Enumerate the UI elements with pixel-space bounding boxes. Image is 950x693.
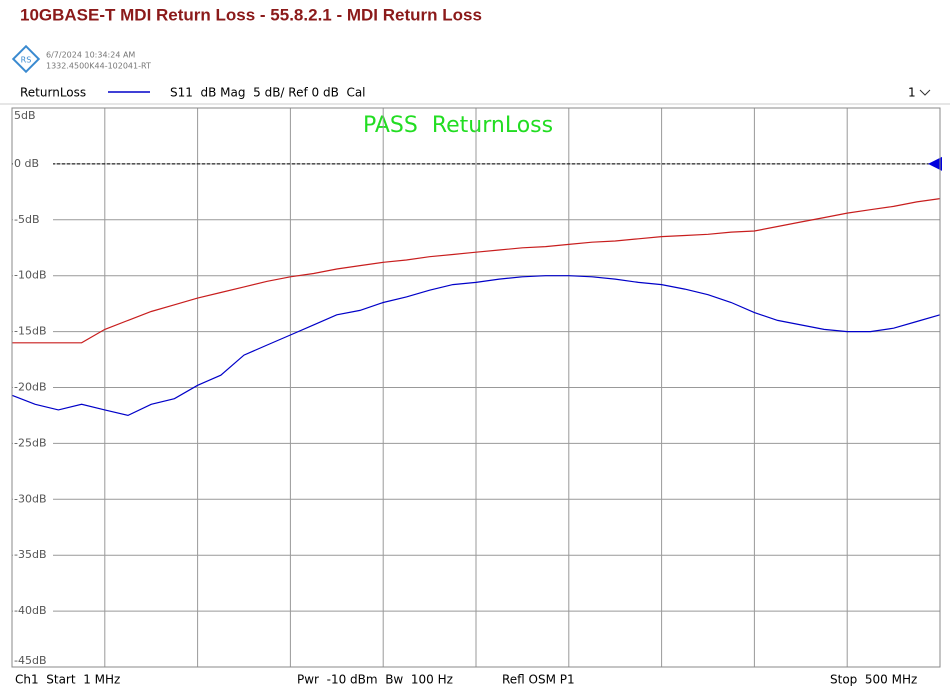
timestamp: 6/7/2024 10:34:24 AM bbox=[46, 51, 135, 60]
y-tick-bg bbox=[13, 381, 53, 394]
footer-power: Pwr -10 dBm Bw 100 Hz bbox=[297, 673, 453, 687]
y-tick-bg bbox=[13, 605, 53, 618]
y-tick-label: -10dB bbox=[14, 269, 47, 282]
instrument-id: 1332.4500K44-102041-RT bbox=[46, 62, 151, 71]
y-tick-label: -20dB bbox=[14, 381, 47, 394]
y-tick-label: -35dB bbox=[14, 548, 47, 561]
pass-annotation: PASS ReturnLoss bbox=[363, 113, 553, 138]
y-tick-bg bbox=[13, 269, 53, 282]
y-tick-bg bbox=[13, 325, 53, 338]
footer-start: Ch1 Start 1 MHz bbox=[15, 673, 120, 687]
window-number: 1 bbox=[908, 86, 916, 100]
chevron[interactable] bbox=[919, 89, 931, 96]
y-tick-label: -5dB bbox=[14, 213, 40, 226]
y-tick-label: 5dB bbox=[14, 109, 36, 122]
y-tick-label: -45dB bbox=[14, 654, 47, 667]
reference-marker bbox=[928, 156, 942, 171]
y-tick-label: -25dB bbox=[14, 436, 47, 449]
y-tick-label: -40dB bbox=[14, 604, 47, 617]
svg-text:RS: RS bbox=[21, 56, 32, 65]
y-tick-label: -15dB bbox=[14, 325, 47, 338]
footer-stop: Stop 500 MHz bbox=[830, 673, 917, 687]
y-tick-label: 0 dB bbox=[14, 157, 39, 170]
logo: RS bbox=[11, 44, 41, 74]
footer-cal: Refl OSM P1 bbox=[502, 673, 575, 687]
y-tick-bg bbox=[13, 157, 53, 170]
trace-info: S11 dB Mag 5 dB/ Ref 0 dB Cal bbox=[170, 86, 366, 100]
plot-border bbox=[11, 107, 941, 668]
legend-label: ReturnLoss bbox=[20, 86, 86, 100]
trace bbox=[12, 198, 941, 344]
y-tick-label: -30dB bbox=[14, 492, 47, 505]
y-tick-bg bbox=[13, 213, 53, 226]
chart-title: 10GBASE-T MDI Return Loss - 55.8.2.1 - M… bbox=[20, 5, 482, 24]
y-tick-bg bbox=[13, 110, 53, 122]
y-tick-bg bbox=[13, 437, 53, 450]
y-tick-bg bbox=[13, 493, 53, 506]
trace bbox=[11, 275, 941, 417]
y-tick-bg bbox=[13, 655, 53, 667]
y-tick-bg bbox=[13, 549, 53, 562]
